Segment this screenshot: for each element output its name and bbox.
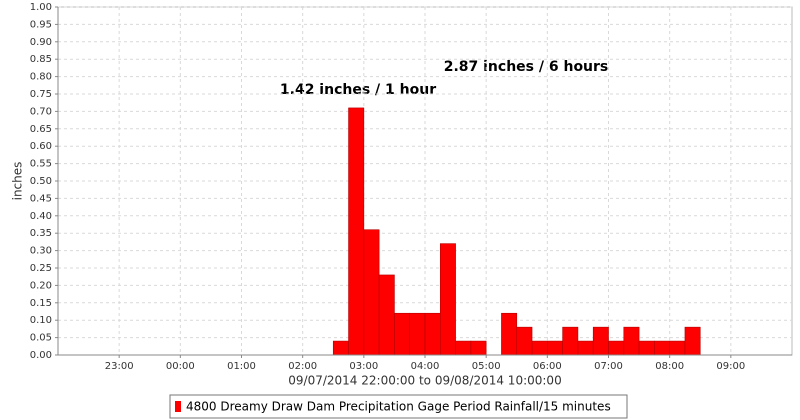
y-tick-label: 0.20 [30,280,52,291]
y-tick-label: 0.95 [30,19,52,30]
x-tick-label: 07:00 [594,361,623,372]
bar [394,312,411,356]
bar [577,340,594,356]
y-tick-label: 0.35 [30,228,52,239]
y-tick-label: 0.40 [30,211,52,222]
bar [684,326,701,356]
y-tick-label: 0.80 [30,72,52,83]
y-tick-label: 0.85 [30,54,52,65]
bar [378,274,395,356]
bar [332,340,349,356]
y-tick-label: 0.30 [30,246,52,257]
bar [470,340,487,356]
bar [409,312,426,356]
bar [592,326,609,356]
bar [638,340,655,356]
bar [439,243,456,356]
x-tick-label: 08:00 [655,361,684,372]
x-tick-label: 03:00 [349,361,378,372]
bar [424,312,441,356]
y-tick-label: 0.00 [30,350,52,361]
y-tick-label: 0.45 [30,193,52,204]
legend-box [169,394,628,419]
y-axis-label: inches [11,162,25,201]
bar [669,340,686,356]
y-tick-label: 0.70 [30,106,52,117]
y-tick-label: 0.65 [30,124,52,135]
annotation: 2.87 inches / 6 hours [444,59,609,75]
bar [516,326,533,356]
x-axis-label: 09/07/2014 22:00:00 to 09/08/2014 10:00:… [288,374,561,388]
y-tick-label: 0.55 [30,159,52,170]
bar [348,107,365,356]
legend-swatch [175,401,181,412]
x-tick-label: 06:00 [533,361,562,372]
y-tick-label: 0.25 [30,263,52,274]
y-tick-label: 1.00 [30,2,52,13]
x-tick-label: 01:00 [227,361,256,372]
y-tick-label: 0.10 [30,315,52,326]
bar [363,229,380,356]
y-tick-label: 0.60 [30,141,52,152]
bar [455,340,472,356]
x-tick-label: 00:00 [166,361,195,372]
legend-label: 4800 Dreamy Draw Dam Precipitation Gage … [186,400,611,414]
bar [623,326,640,356]
bar [547,340,563,356]
y-tick-label: 0.50 [30,176,52,187]
bar [562,326,579,356]
x-tick-label: 04:00 [411,361,440,372]
bar [531,340,548,356]
y-tick-label: 0.05 [30,333,52,344]
bar [654,340,670,356]
x-tick-label: 05:00 [472,361,501,372]
x-tick-label: 02:00 [288,361,317,372]
x-tick-label: 23:00 [105,361,134,372]
y-tick-label: 0.75 [30,89,52,100]
x-tick-label: 09:00 [716,361,745,372]
bar [608,340,625,356]
annotation: 1.42 inches / 1 hour [280,82,436,98]
bar [501,312,518,356]
y-tick-label: 0.90 [30,37,52,48]
y-tick-label: 0.15 [30,298,52,309]
